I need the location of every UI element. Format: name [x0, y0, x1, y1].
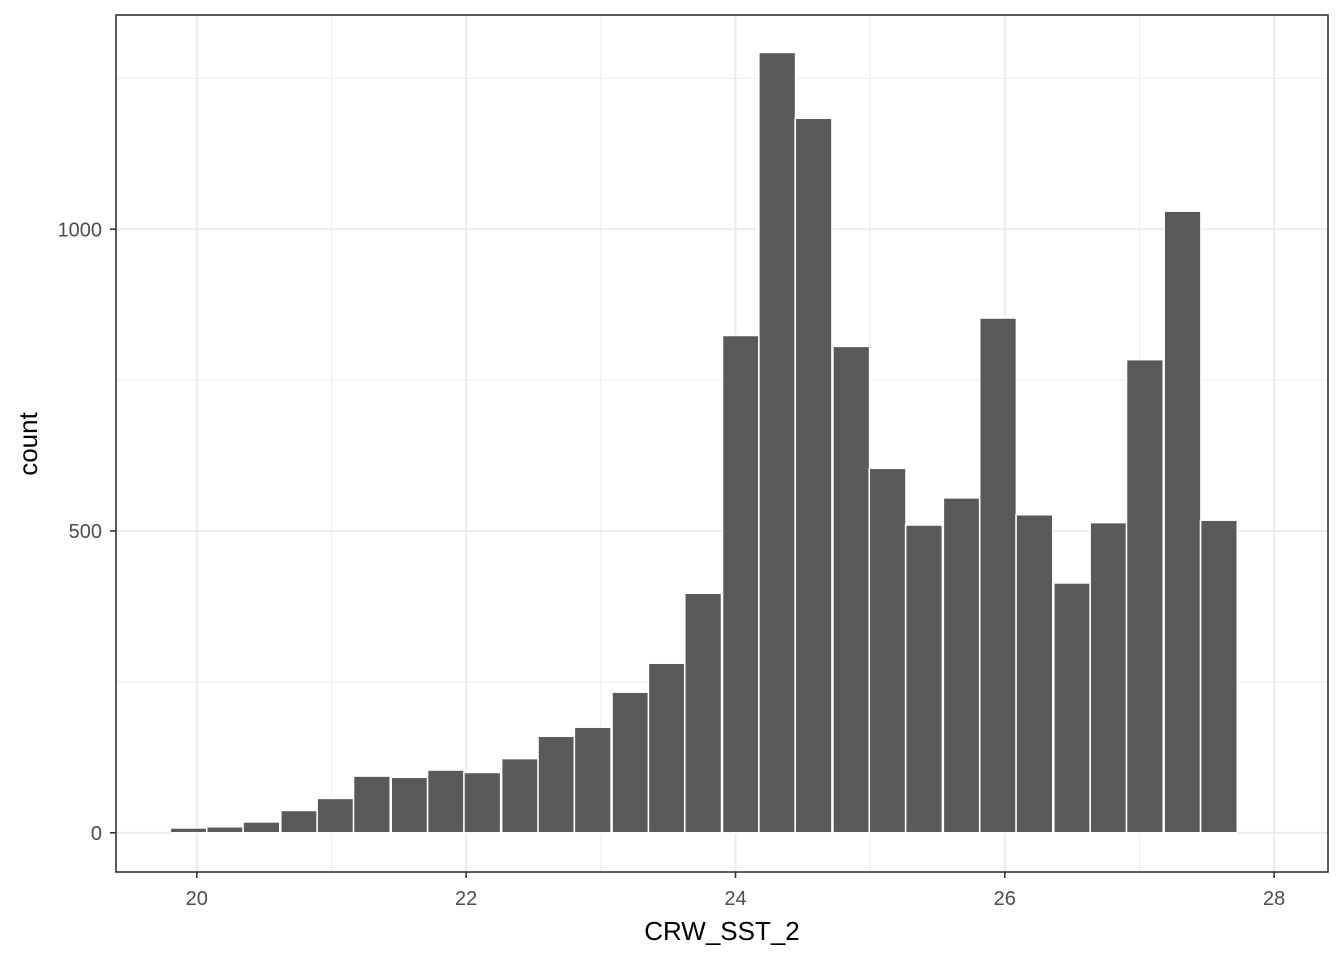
panel-border: [115, 14, 1329, 873]
histogram-bar: [683, 592, 723, 834]
histogram-bar: [1015, 513, 1054, 834]
y-tick-label: 500: [69, 521, 102, 543]
x-tick-label: 26: [994, 888, 1016, 910]
histogram-bar: [647, 662, 686, 834]
histogram-bar: [316, 797, 355, 834]
histogram-bar: [1052, 582, 1092, 834]
histogram-bar: [721, 334, 761, 834]
histogram-bar: [573, 726, 612, 834]
histogram-bar: [1089, 521, 1128, 834]
histogram-bar: [1163, 210, 1202, 834]
x-tick-label: 24: [724, 888, 746, 910]
histogram-bar: [978, 317, 1018, 834]
histogram-bars: [169, 51, 1239, 834]
histogram-bar: [794, 117, 833, 834]
histogram-bar: [758, 51, 797, 834]
y-tick-label: 1000: [58, 219, 103, 241]
histogram-bar: [169, 827, 208, 834]
x-axis: 20 22 24 26 28: [186, 872, 1285, 910]
x-tick-label: 22: [455, 888, 477, 910]
x-tick-label: 28: [1263, 888, 1285, 910]
histogram-bar: [390, 776, 429, 834]
histogram-bar: [942, 497, 981, 834]
histogram-bar: [537, 735, 576, 834]
histogram-bar: [463, 771, 502, 834]
histogram-bar: [611, 691, 650, 834]
histogram-bar: [500, 757, 540, 834]
histogram-bar: [426, 769, 466, 834]
y-tick-label: 0: [91, 823, 102, 845]
histogram-bar: [1125, 358, 1165, 834]
x-axis-title: CRW_SST_2: [644, 916, 800, 946]
histogram-bar: [1199, 519, 1239, 834]
histogram-bar: [868, 467, 907, 834]
y-axis-title: count: [13, 411, 43, 475]
histogram-bar: [352, 775, 392, 834]
histogram-bar: [242, 821, 281, 834]
histogram-bar: [832, 345, 871, 834]
histogram-bar: [279, 809, 319, 834]
histogram-bar: [205, 825, 245, 834]
y-axis: 0 500 1000: [58, 219, 116, 845]
histogram-bar: [904, 524, 944, 834]
x-tick-label: 20: [186, 888, 208, 910]
